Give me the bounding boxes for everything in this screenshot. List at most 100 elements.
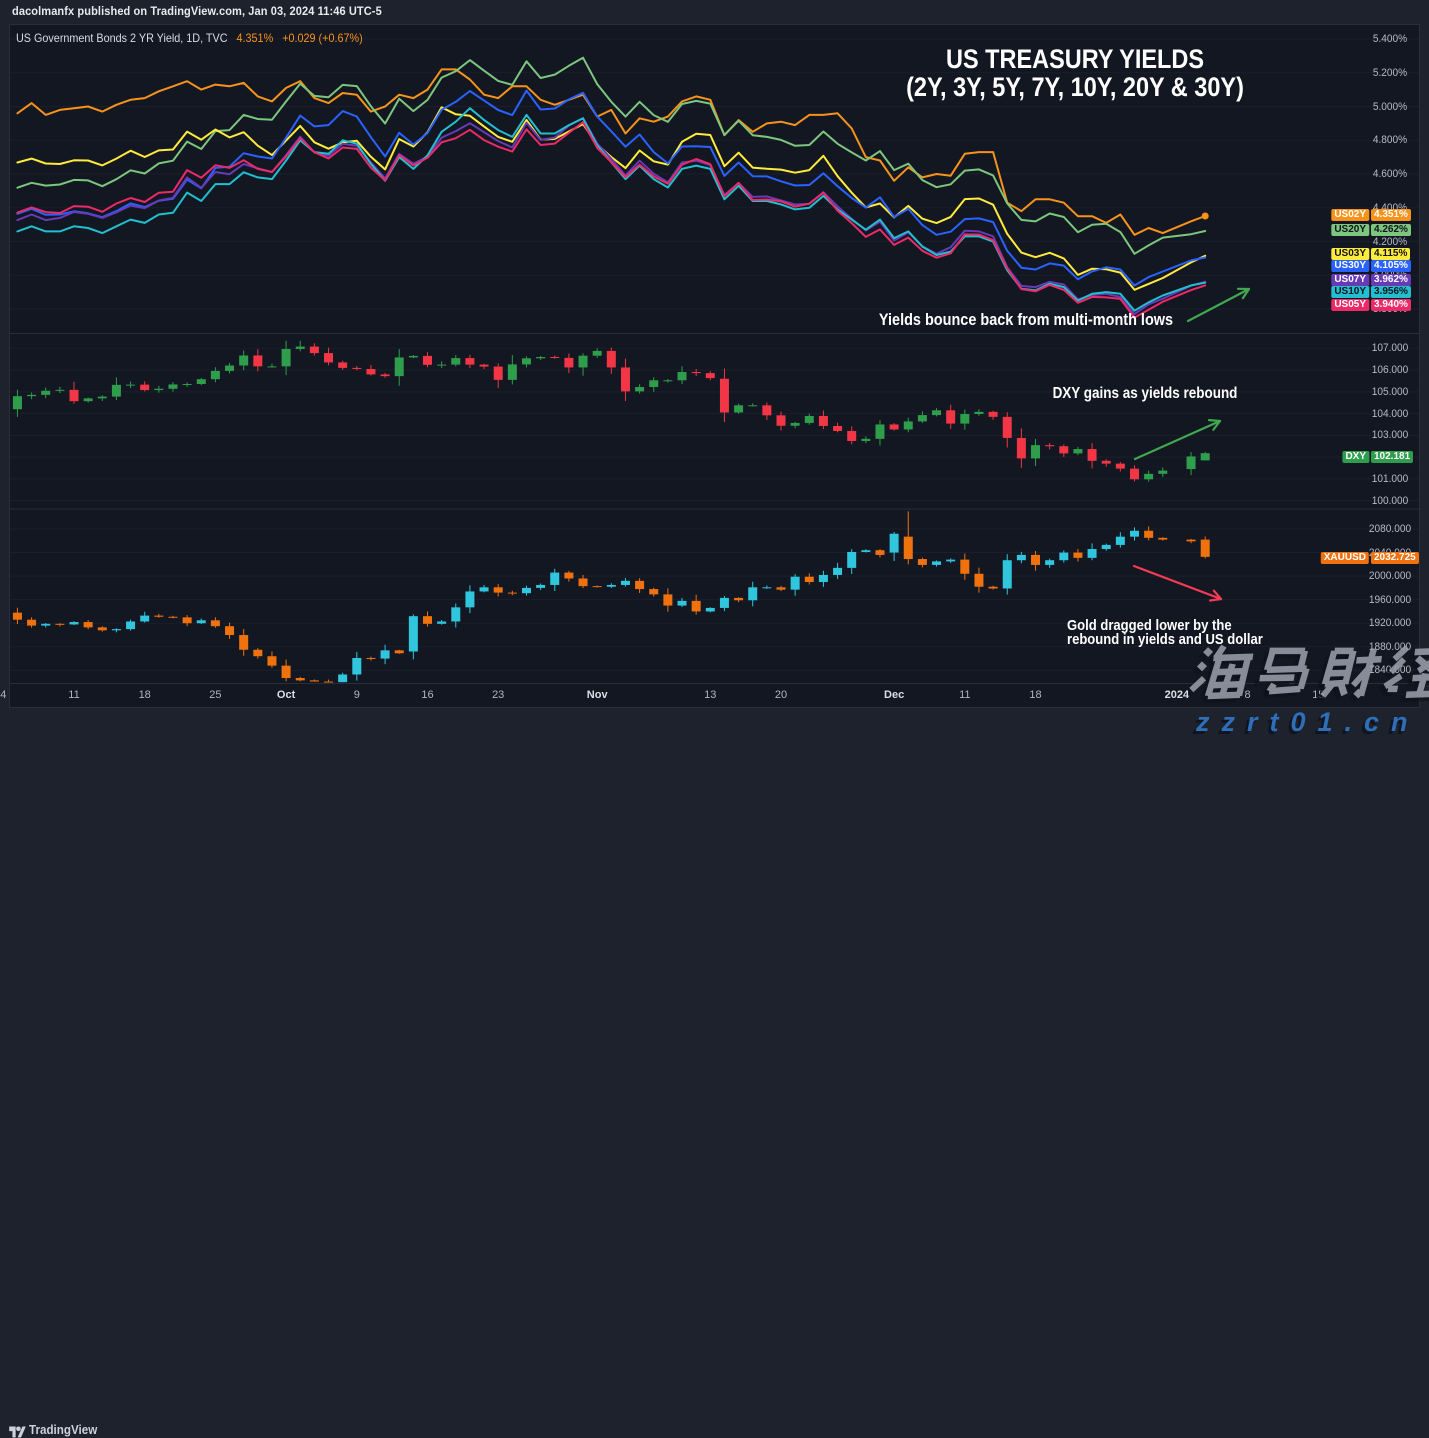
candle-body[interactable] bbox=[1116, 464, 1125, 469]
candle-body[interactable] bbox=[989, 412, 998, 417]
candle-body[interactable] bbox=[663, 380, 672, 381]
candle-body[interactable] bbox=[833, 426, 842, 431]
candle-body[interactable] bbox=[1187, 456, 1196, 469]
candle-body[interactable] bbox=[1102, 545, 1111, 549]
candle-body[interactable] bbox=[465, 358, 474, 365]
candle-body[interactable] bbox=[550, 573, 559, 585]
candle-body[interactable] bbox=[225, 626, 234, 635]
candle-body[interactable] bbox=[918, 559, 927, 565]
candle-body[interactable] bbox=[536, 585, 545, 588]
candle-body[interactable] bbox=[1187, 540, 1196, 542]
candle-body[interactable] bbox=[678, 372, 687, 380]
candle-body[interactable] bbox=[282, 666, 291, 678]
candle-body[interactable] bbox=[183, 384, 192, 385]
candle-body[interactable] bbox=[564, 573, 573, 579]
candle-body[interactable] bbox=[805, 416, 814, 423]
candle-body[interactable] bbox=[1144, 474, 1153, 479]
candle-body[interactable] bbox=[225, 365, 234, 370]
candle-body[interactable] bbox=[253, 355, 262, 366]
candle-body[interactable] bbox=[692, 372, 701, 373]
candle-body[interactable] bbox=[211, 371, 220, 379]
candle-body[interactable] bbox=[890, 424, 899, 429]
chart-legend[interactable]: US Government Bonds 2 YR Yield, 1D, TVC … bbox=[16, 31, 363, 45]
yield-line-US30Y[interactable] bbox=[17, 91, 1205, 286]
candle-body[interactable] bbox=[875, 550, 884, 555]
candle-body[interactable] bbox=[451, 607, 460, 621]
candle-body[interactable] bbox=[1073, 553, 1082, 558]
candle-body[interactable] bbox=[409, 356, 418, 358]
candle-body[interactable] bbox=[310, 347, 319, 354]
candle-body[interactable] bbox=[338, 362, 347, 367]
candle-body[interactable] bbox=[819, 416, 828, 426]
candle-body[interactable] bbox=[267, 656, 276, 665]
candle-body[interactable] bbox=[1017, 438, 1026, 458]
candle-body[interactable] bbox=[211, 620, 220, 626]
candle-body[interactable] bbox=[706, 608, 715, 612]
candle-body[interactable] bbox=[593, 586, 602, 587]
candle-body[interactable] bbox=[819, 575, 828, 582]
candle-body[interactable] bbox=[1045, 560, 1054, 565]
candle-body[interactable] bbox=[1130, 531, 1139, 537]
candle-body[interactable] bbox=[777, 587, 786, 589]
candle-body[interactable] bbox=[451, 358, 460, 365]
candle-body[interactable] bbox=[720, 598, 729, 608]
candle-body[interactable] bbox=[282, 349, 291, 366]
series-chip-DXY[interactable]: DXY bbox=[1342, 451, 1369, 463]
footer-brand[interactable]: TradingView bbox=[29, 1423, 97, 1437]
candle-body[interactable] bbox=[1059, 553, 1068, 561]
candle-body[interactable] bbox=[1116, 537, 1125, 545]
candle-body[interactable] bbox=[168, 384, 177, 388]
candle-body[interactable] bbox=[494, 587, 503, 592]
candle-body[interactable] bbox=[140, 616, 149, 622]
candle-body[interactable] bbox=[1102, 461, 1111, 464]
candle-body[interactable] bbox=[593, 351, 602, 356]
candle-body[interactable] bbox=[1073, 449, 1082, 453]
candle-body[interactable] bbox=[1017, 555, 1026, 560]
tradingview-logo-icon[interactable] bbox=[9, 1426, 26, 1438]
candle-body[interactable] bbox=[536, 357, 545, 358]
candle-body[interactable] bbox=[1088, 549, 1097, 558]
candle-body[interactable] bbox=[27, 620, 36, 626]
candle-body[interactable] bbox=[70, 622, 79, 624]
candle-body[interactable] bbox=[1045, 445, 1054, 446]
candle-body[interactable] bbox=[734, 405, 743, 412]
candle-body[interactable] bbox=[550, 357, 559, 358]
series-chip-US07Y[interactable]: US07Y bbox=[1331, 274, 1369, 286]
candle-body[interactable] bbox=[154, 616, 163, 617]
candle-body[interactable] bbox=[946, 560, 955, 562]
candle-body[interactable] bbox=[635, 387, 644, 391]
candle-body[interactable] bbox=[168, 617, 177, 618]
candle-body[interactable] bbox=[267, 366, 276, 367]
series-chip-XAUUSD[interactable]: XAUUSD bbox=[1321, 552, 1369, 564]
candle-body[interactable] bbox=[904, 537, 913, 559]
candle-body[interactable] bbox=[734, 598, 743, 600]
candle-body[interactable] bbox=[1201, 540, 1210, 557]
candle-body[interactable] bbox=[960, 414, 969, 424]
candle-body[interactable] bbox=[437, 365, 446, 366]
candle-body[interactable] bbox=[621, 367, 630, 391]
candle-body[interactable] bbox=[833, 568, 842, 575]
candle-body[interactable] bbox=[579, 356, 588, 368]
candle-body[interactable] bbox=[1003, 417, 1012, 438]
candle-body[interactable] bbox=[720, 379, 729, 413]
candle-body[interactable] bbox=[1003, 560, 1012, 588]
series-chip-US02Y[interactable]: US02Y bbox=[1331, 209, 1369, 221]
candle-body[interactable] bbox=[296, 678, 305, 680]
candle-body[interactable] bbox=[861, 439, 870, 441]
candle-body[interactable] bbox=[932, 561, 941, 565]
candle-body[interactable] bbox=[1059, 446, 1068, 453]
candle-body[interactable] bbox=[847, 552, 856, 568]
candle-body[interactable] bbox=[508, 364, 517, 379]
candle-body[interactable] bbox=[875, 424, 884, 438]
candle-body[interactable] bbox=[989, 587, 998, 589]
candle-body[interactable] bbox=[112, 385, 121, 397]
candle-body[interactable] bbox=[847, 431, 856, 441]
candle-body[interactable] bbox=[861, 550, 870, 552]
candle-body[interactable] bbox=[494, 367, 503, 380]
candle-body[interactable] bbox=[98, 627, 107, 630]
candle-body[interactable] bbox=[352, 658, 361, 674]
yield-line-US07Y[interactable] bbox=[17, 118, 1205, 314]
candle-body[interactable] bbox=[126, 621, 135, 629]
candle-body[interactable] bbox=[1158, 538, 1167, 540]
candle-body[interactable] bbox=[1031, 445, 1040, 458]
